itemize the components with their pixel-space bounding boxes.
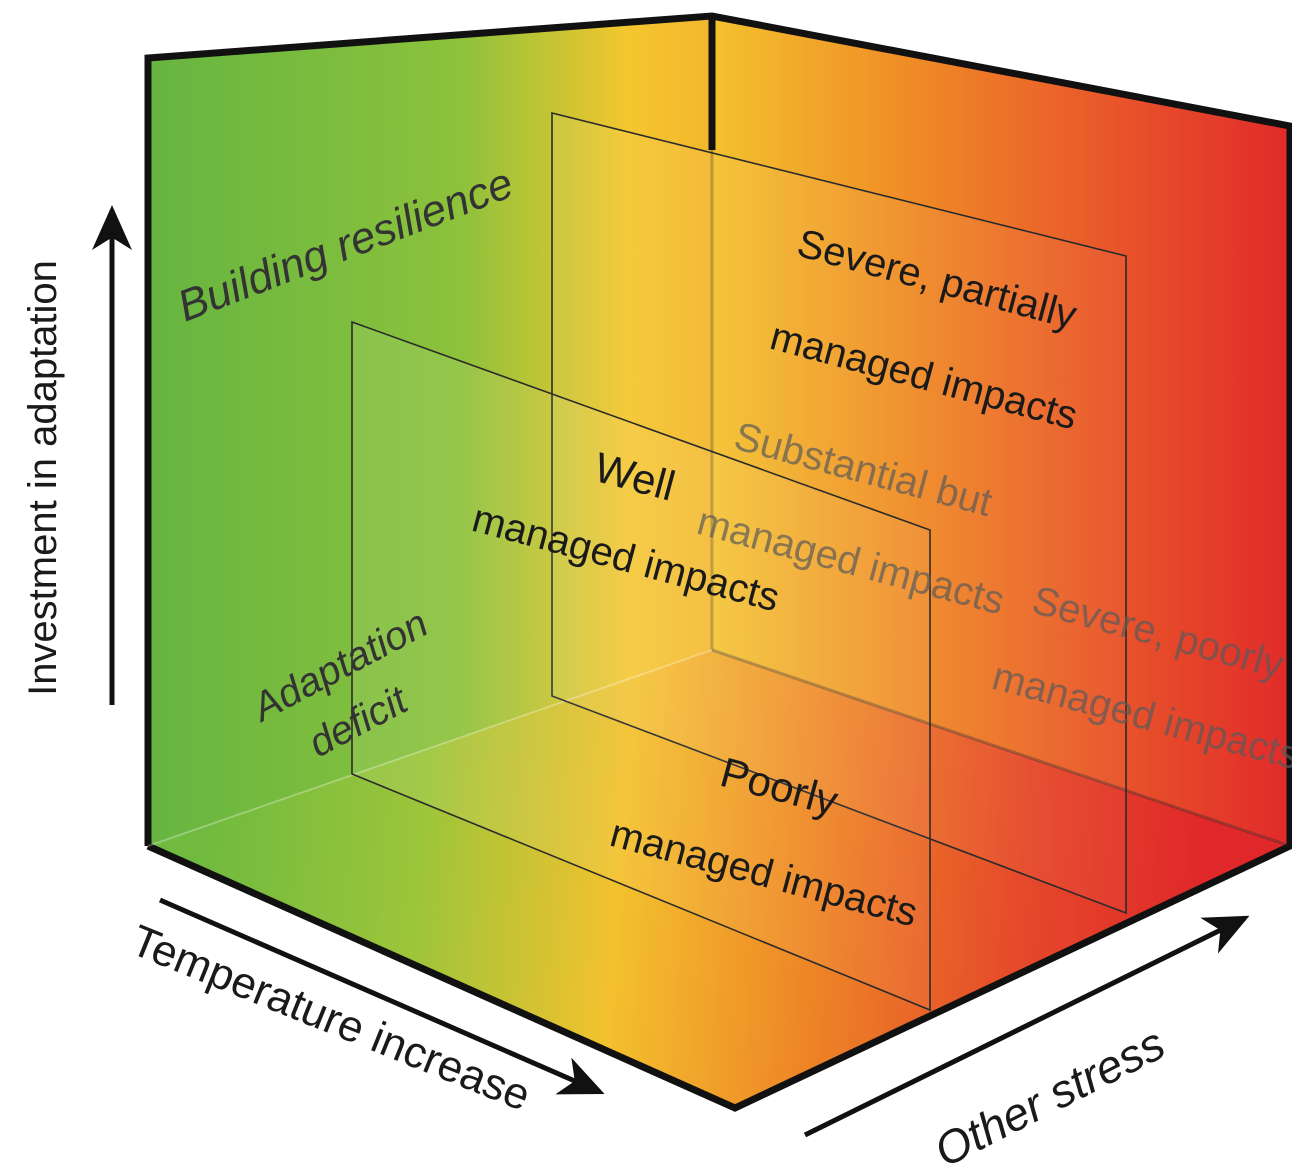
stress-axis-label: Other stress	[926, 1017, 1173, 1175]
cube-edges	[144, 12, 1292, 1112]
front-pane	[351, 320, 931, 1012]
investment-axis-label: Investment in adaptation	[21, 260, 65, 696]
stress-axis-arrow	[803, 915, 1250, 1138]
temperature-axis-arrow	[159, 897, 605, 1095]
